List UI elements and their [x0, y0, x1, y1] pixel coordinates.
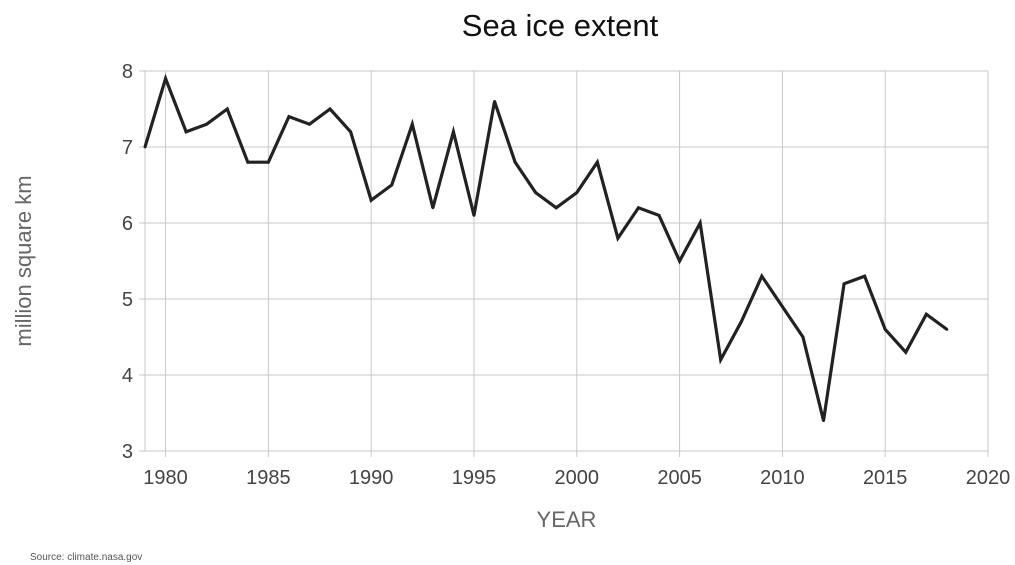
y-tick-label: 6 [122, 213, 133, 235]
data-point [780, 305, 784, 308]
data-point [225, 107, 229, 111]
data-point [246, 160, 250, 164]
data-point [760, 274, 764, 278]
grid [144, 70, 989, 452]
x-tick-label: 2005 [657, 467, 702, 489]
y-tick-label: 5 [122, 289, 133, 311]
data-point [822, 419, 825, 422]
data-point [595, 160, 599, 164]
data-point [534, 191, 538, 195]
y-tick-label: 8 [122, 61, 133, 83]
data-point [431, 206, 435, 210]
data-point [369, 198, 373, 202]
data-point [719, 358, 723, 362]
data-point [904, 350, 908, 354]
data-point [739, 320, 743, 324]
x-tick-label: 2015 [863, 467, 908, 489]
plot-frame [144, 70, 989, 452]
data-point [349, 130, 353, 134]
data-point [863, 274, 867, 278]
data-point [328, 107, 332, 111]
x-tick-label: 1980 [143, 467, 188, 489]
data-point [883, 328, 887, 331]
source-note: Source: climate.nasa.gov [30, 552, 143, 563]
data-point [164, 77, 167, 80]
data-point [842, 282, 846, 286]
x-axis-label: YEAR [537, 507, 597, 532]
data-point [472, 214, 476, 217]
data-point [287, 115, 291, 118]
series-line [143, 73, 948, 421]
x-tick-label: 2020 [966, 467, 1011, 489]
y-tick-label: 4 [122, 365, 133, 387]
data-point [554, 206, 558, 210]
y-tick-label: 3 [122, 441, 133, 463]
axes: 3 4 5 6 7 8 1980 1985 1990 1995 2000 2005 2010 2015 20… [122, 61, 1010, 489]
x-tick-label: 1995 [452, 467, 497, 489]
data-point [924, 312, 928, 316]
chart-title: Sea ice extent [461, 8, 659, 43]
data-point [308, 122, 311, 126]
series-layer [143, 73, 949, 422]
data-point [945, 328, 949, 331]
data-point [513, 160, 517, 164]
data-point [390, 183, 394, 187]
data-point [452, 130, 455, 134]
data-point [657, 214, 661, 217]
data-point [266, 160, 270, 164]
data-point [143, 145, 147, 149]
data-point [205, 122, 209, 126]
x-tick-label: 2000 [555, 467, 600, 489]
data-point [184, 130, 188, 134]
x-tick-label: 1985 [246, 467, 291, 489]
y-axis-label: million square km [11, 175, 36, 346]
x-tick-label: 2010 [760, 467, 805, 489]
data-point [637, 206, 640, 210]
x-tick-label: 1990 [349, 467, 394, 489]
data-point [575, 191, 579, 195]
data-point [410, 122, 414, 126]
data-point [678, 259, 681, 263]
data-point [698, 221, 702, 225]
axis-labels: YEAR million square km [11, 175, 596, 532]
data-point [801, 335, 805, 339]
data-point [493, 100, 496, 103]
y-tick-label: 7 [122, 137, 133, 159]
data-point [616, 236, 620, 240]
